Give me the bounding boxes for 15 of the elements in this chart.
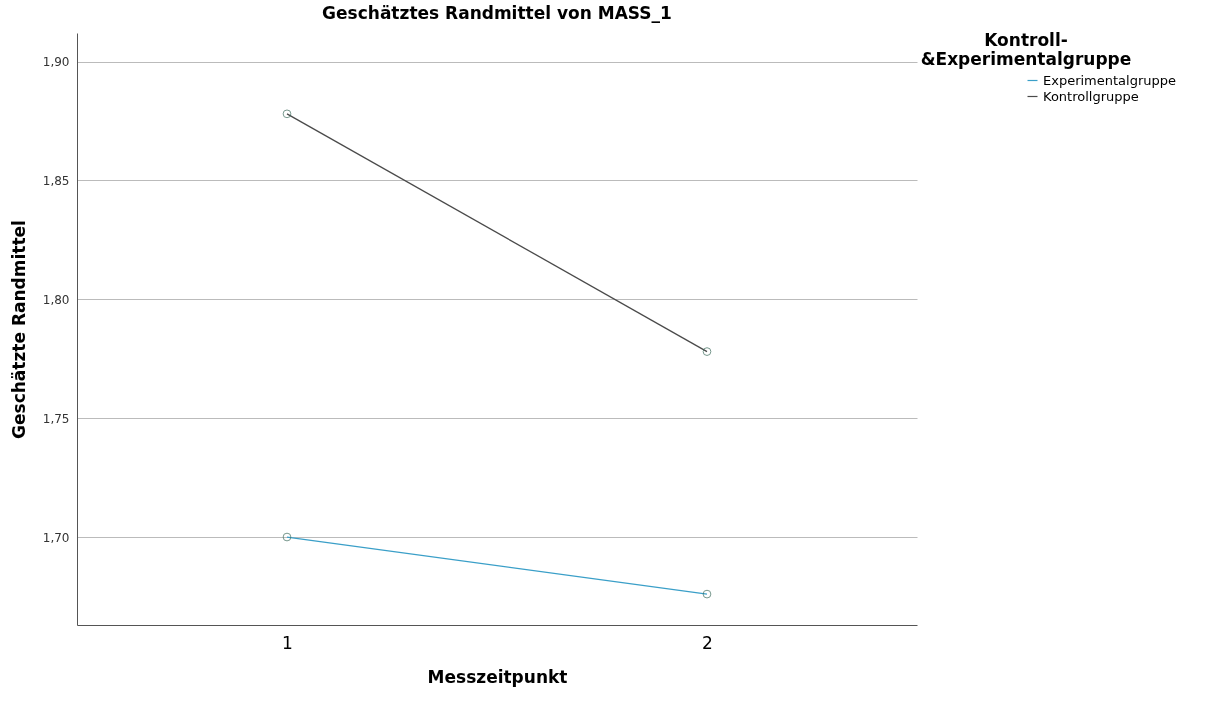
point	[702, 347, 712, 356]
legend-title: Kontroll- &Experimentalgruppe	[920, 30, 1132, 69]
y-axis-title: Geschätzte Randmittel	[8, 220, 29, 439]
x-tick-label: 1	[282, 632, 293, 653]
chart-title: Geschätztes Randmittel von MASS_1	[322, 3, 672, 23]
y-tick-label: 1,70	[42, 530, 70, 545]
y-tick-label: 1,75	[42, 411, 70, 426]
x-tick-label: 2	[702, 632, 713, 653]
legend-label: Kontrollgruppe	[1043, 88, 1139, 104]
y-tick-label: 1,90	[42, 55, 70, 70]
x-axis-title: Messzeitpunkt	[427, 666, 568, 687]
legend-label: Experimentalgruppe	[1043, 72, 1177, 88]
y-tick-label: 1,85	[42, 173, 70, 188]
point	[282, 109, 292, 119]
y-tick-label: 1,80	[42, 292, 70, 307]
